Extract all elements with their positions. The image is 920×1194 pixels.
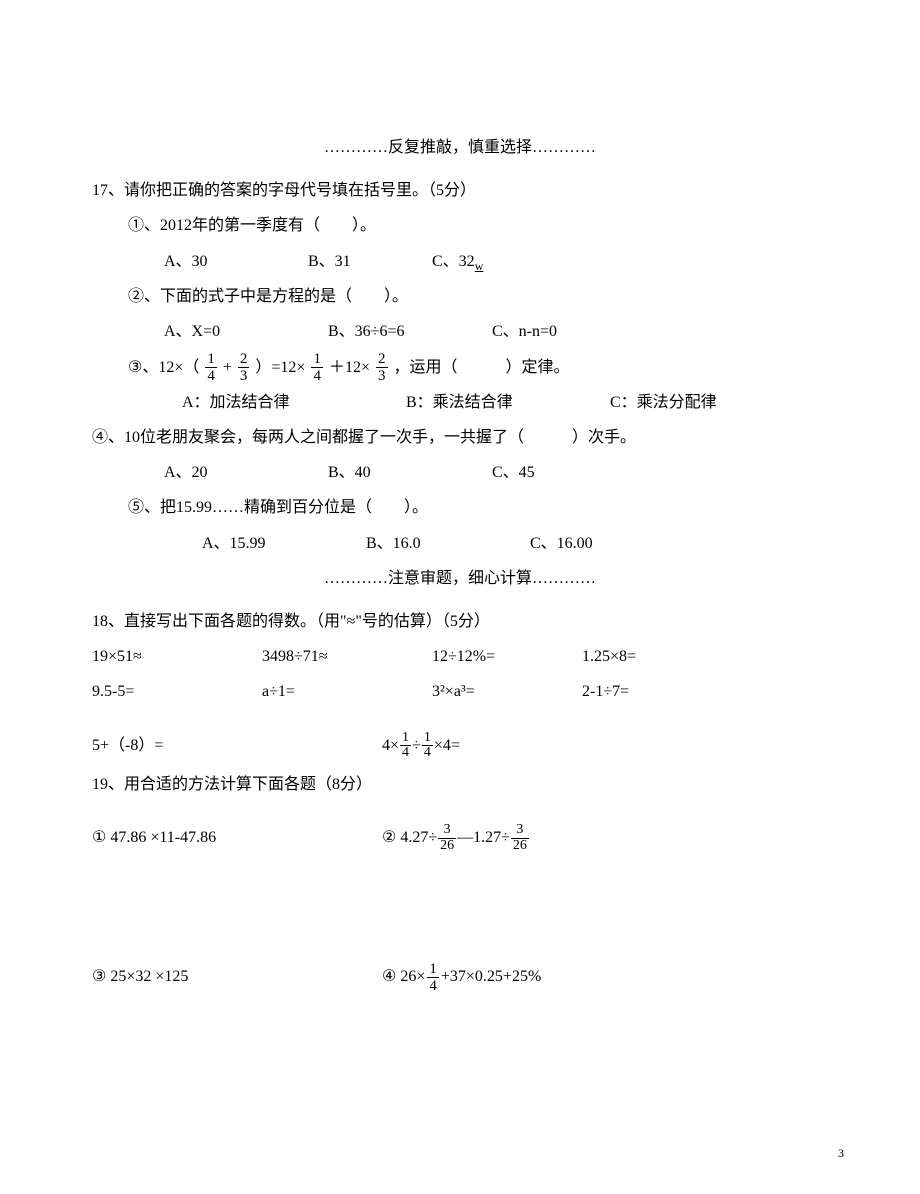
subscript-w: w bbox=[475, 253, 484, 279]
frac-2-3b: 23 bbox=[376, 351, 388, 385]
frac-1-4-sup2: 14 bbox=[422, 731, 433, 761]
plus: + bbox=[223, 359, 232, 376]
frac-1-4b: 14 bbox=[311, 351, 323, 385]
q17-2-optB: B、36÷6=6 bbox=[328, 314, 488, 349]
q18-r2c1: 9.5-5= bbox=[92, 674, 262, 709]
q17-5-optC: C、16.00 bbox=[530, 526, 593, 561]
q17-4-optA: A、20 bbox=[164, 455, 324, 490]
q17-2-text: ②、下面的式子中是方程的是（ ）。 bbox=[128, 279, 828, 314]
q19-row1: ① 47.86 ×11-47.86 ② 4.27÷326—1.27÷326 bbox=[92, 820, 828, 859]
q17-2-optA: A、X=0 bbox=[164, 314, 324, 349]
q18-r1c4: 1.25×8= bbox=[582, 639, 636, 674]
q18-r1c1: 19×51≈ bbox=[92, 639, 262, 674]
q17-1-options: A、30 B、31 C、32w bbox=[164, 244, 828, 280]
frac-3-26: 326 bbox=[438, 823, 456, 853]
q17-5-optA: A、15.99 bbox=[202, 526, 362, 561]
q18-r2c2: a÷1= bbox=[262, 674, 432, 709]
section3-header: …………注意审题，细心计算………… bbox=[92, 561, 828, 596]
q17-1-optA: A、30 bbox=[164, 244, 304, 279]
q19-s2: ② 4.27÷326—1.27÷326 bbox=[382, 820, 530, 859]
q18-r2c4: 2-1÷7= bbox=[582, 674, 629, 709]
q17-3-line: ③、12×（ 14 + 23 ）=12× 14 ＋12× 23 ，运用（ ）定律… bbox=[128, 350, 828, 385]
q17-2-options: A、X=0 B、36÷6=6 C、n-n=0 bbox=[164, 314, 828, 349]
q18-r2c3: 3²×a³= bbox=[432, 674, 582, 709]
q18-r1c2: 3498÷71≈ bbox=[262, 639, 432, 674]
section2-header: …………反复推敲，慎重选择………… bbox=[92, 130, 828, 165]
q17-1-optB: B、31 bbox=[308, 244, 428, 279]
q19-stem: 19、用合适的方法计算下面各题（8分） bbox=[92, 767, 828, 802]
q18-r3c2: 4×14÷14×4= bbox=[382, 728, 460, 767]
q18-r1c3: 12÷12%= bbox=[432, 639, 582, 674]
q17-3-optA: A：加法结合律 bbox=[182, 385, 402, 420]
plus2: ＋12× bbox=[329, 359, 370, 376]
q18-row2: 9.5-5= a÷1= 3²×a³= 2-1÷7= bbox=[92, 674, 828, 709]
q19-s3: ③ 25×32 ×125 bbox=[92, 959, 382, 994]
q18-row1: 19×51≈ 3498÷71≈ 12÷12%= 1.25×8= bbox=[92, 639, 828, 674]
q17-3-lead: ③、12×（ bbox=[128, 359, 199, 376]
frac-1-4: 14 bbox=[205, 351, 217, 385]
q17-5-optB: B、16.0 bbox=[366, 526, 526, 561]
frac-2-3: 23 bbox=[238, 351, 250, 385]
q19-s4: ④ 26×14+37×0.25+25% bbox=[382, 959, 541, 994]
q17-3-optB: B：乘法结合律 bbox=[406, 385, 606, 420]
q17-3-options: A：加法结合律 B：乘法结合律 C：乘法分配律 bbox=[182, 385, 828, 420]
q17-4-optB: B、40 bbox=[328, 455, 488, 490]
frac-1-4c: 14 bbox=[427, 961, 439, 995]
q17-1-text: ①、2012年的第一季度有（ ）。 bbox=[128, 208, 828, 243]
q17-stem: 17、请你把正确的答案的字母代号填在括号里。（5分） bbox=[92, 173, 828, 208]
frac-3-26b: 326 bbox=[511, 823, 529, 853]
q17-5-text: ⑤、把15.99……精确到百分位是（ ）。 bbox=[128, 490, 828, 525]
q17-3-mid: ）=12× bbox=[255, 359, 305, 376]
q17-4-text: ④、10位老朋友聚会，每两人之间都握了一次手，一共握了（ ）次手。 bbox=[92, 420, 828, 455]
q18-r3c1: 5+（-8）= bbox=[92, 728, 382, 767]
page-container: …………反复推敲，慎重选择………… 17、请你把正确的答案的字母代号填在括号里。… bbox=[0, 0, 920, 1194]
q19-s1: ① 47.86 ×11-47.86 bbox=[92, 820, 382, 859]
q17-4-optC: C、45 bbox=[492, 455, 535, 490]
q17-1-optC: C、32 bbox=[432, 244, 475, 279]
q18-row3: 5+（-8）= 4×14÷14×4= bbox=[92, 728, 828, 767]
q18-stem: 18、直接写出下面各题的得数。（用"≈"号的估算）（5分） bbox=[92, 604, 828, 639]
q19-row2: ③ 25×32 ×125 ④ 26×14+37×0.25+25% bbox=[92, 959, 828, 994]
q17-3-optC: C：乘法分配律 bbox=[610, 385, 717, 420]
page-number: 3 bbox=[838, 1140, 844, 1166]
q17-5-options: A、15.99 B、16.0 C、16.00 bbox=[202, 526, 828, 561]
q17-3-tail: ，运用（ ）定律。 bbox=[394, 359, 570, 376]
frac-1-4-sup: 14 bbox=[400, 731, 411, 761]
q17-2-optC: C、n-n=0 bbox=[492, 314, 557, 349]
q17-4-options: A、20 B、40 C、45 bbox=[164, 455, 828, 490]
